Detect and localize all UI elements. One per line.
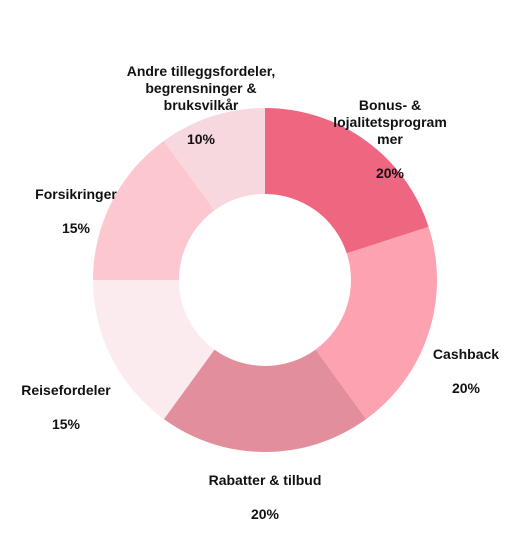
slice-name-forsikringer: Forsikringer xyxy=(35,186,117,202)
slice-andre xyxy=(163,108,265,211)
slice-label-cashback: Cashback 20% xyxy=(428,329,504,414)
slice-value-bonus: 20% xyxy=(375,165,405,181)
slice-cashback xyxy=(315,226,437,420)
slice-label-bonus: Bonus- & lojalitetsprogram mer 20% xyxy=(330,80,450,199)
slice-label-reisefordeler: Reisefordeler 15% xyxy=(14,365,118,450)
slice-value-forsikringer: 15% xyxy=(61,220,91,236)
slice-value-andre: 10% xyxy=(186,131,216,147)
slice-label-andre: Andre tilleggsfordeler, begrensninger & … xyxy=(110,46,292,165)
slice-label-rabatter: Rabatter & tilbud 20% xyxy=(195,455,335,540)
slice-name-andre: Andre tilleggsfordeler, begrensninger & … xyxy=(126,63,276,113)
slice-label-forsikringer: Forsikringer 15% xyxy=(26,169,126,254)
slice-rabatter xyxy=(163,349,367,452)
slice-bonus xyxy=(265,108,429,254)
slice-value-rabatter: 20% xyxy=(250,506,280,522)
slice-name-rabatter: Rabatter & tilbud xyxy=(208,472,322,488)
slice-value-reisefordeler: 15% xyxy=(51,416,81,432)
slice-name-cashback: Cashback xyxy=(432,346,500,362)
slice-forsikringer xyxy=(93,140,215,280)
slice-name-reisefordeler: Reisefordeler xyxy=(21,382,111,398)
slice-name-bonus: Bonus- & lojalitetsprogram mer xyxy=(333,97,447,147)
slice-value-cashback: 20% xyxy=(451,380,481,396)
slice-reisefordeler xyxy=(93,280,215,420)
